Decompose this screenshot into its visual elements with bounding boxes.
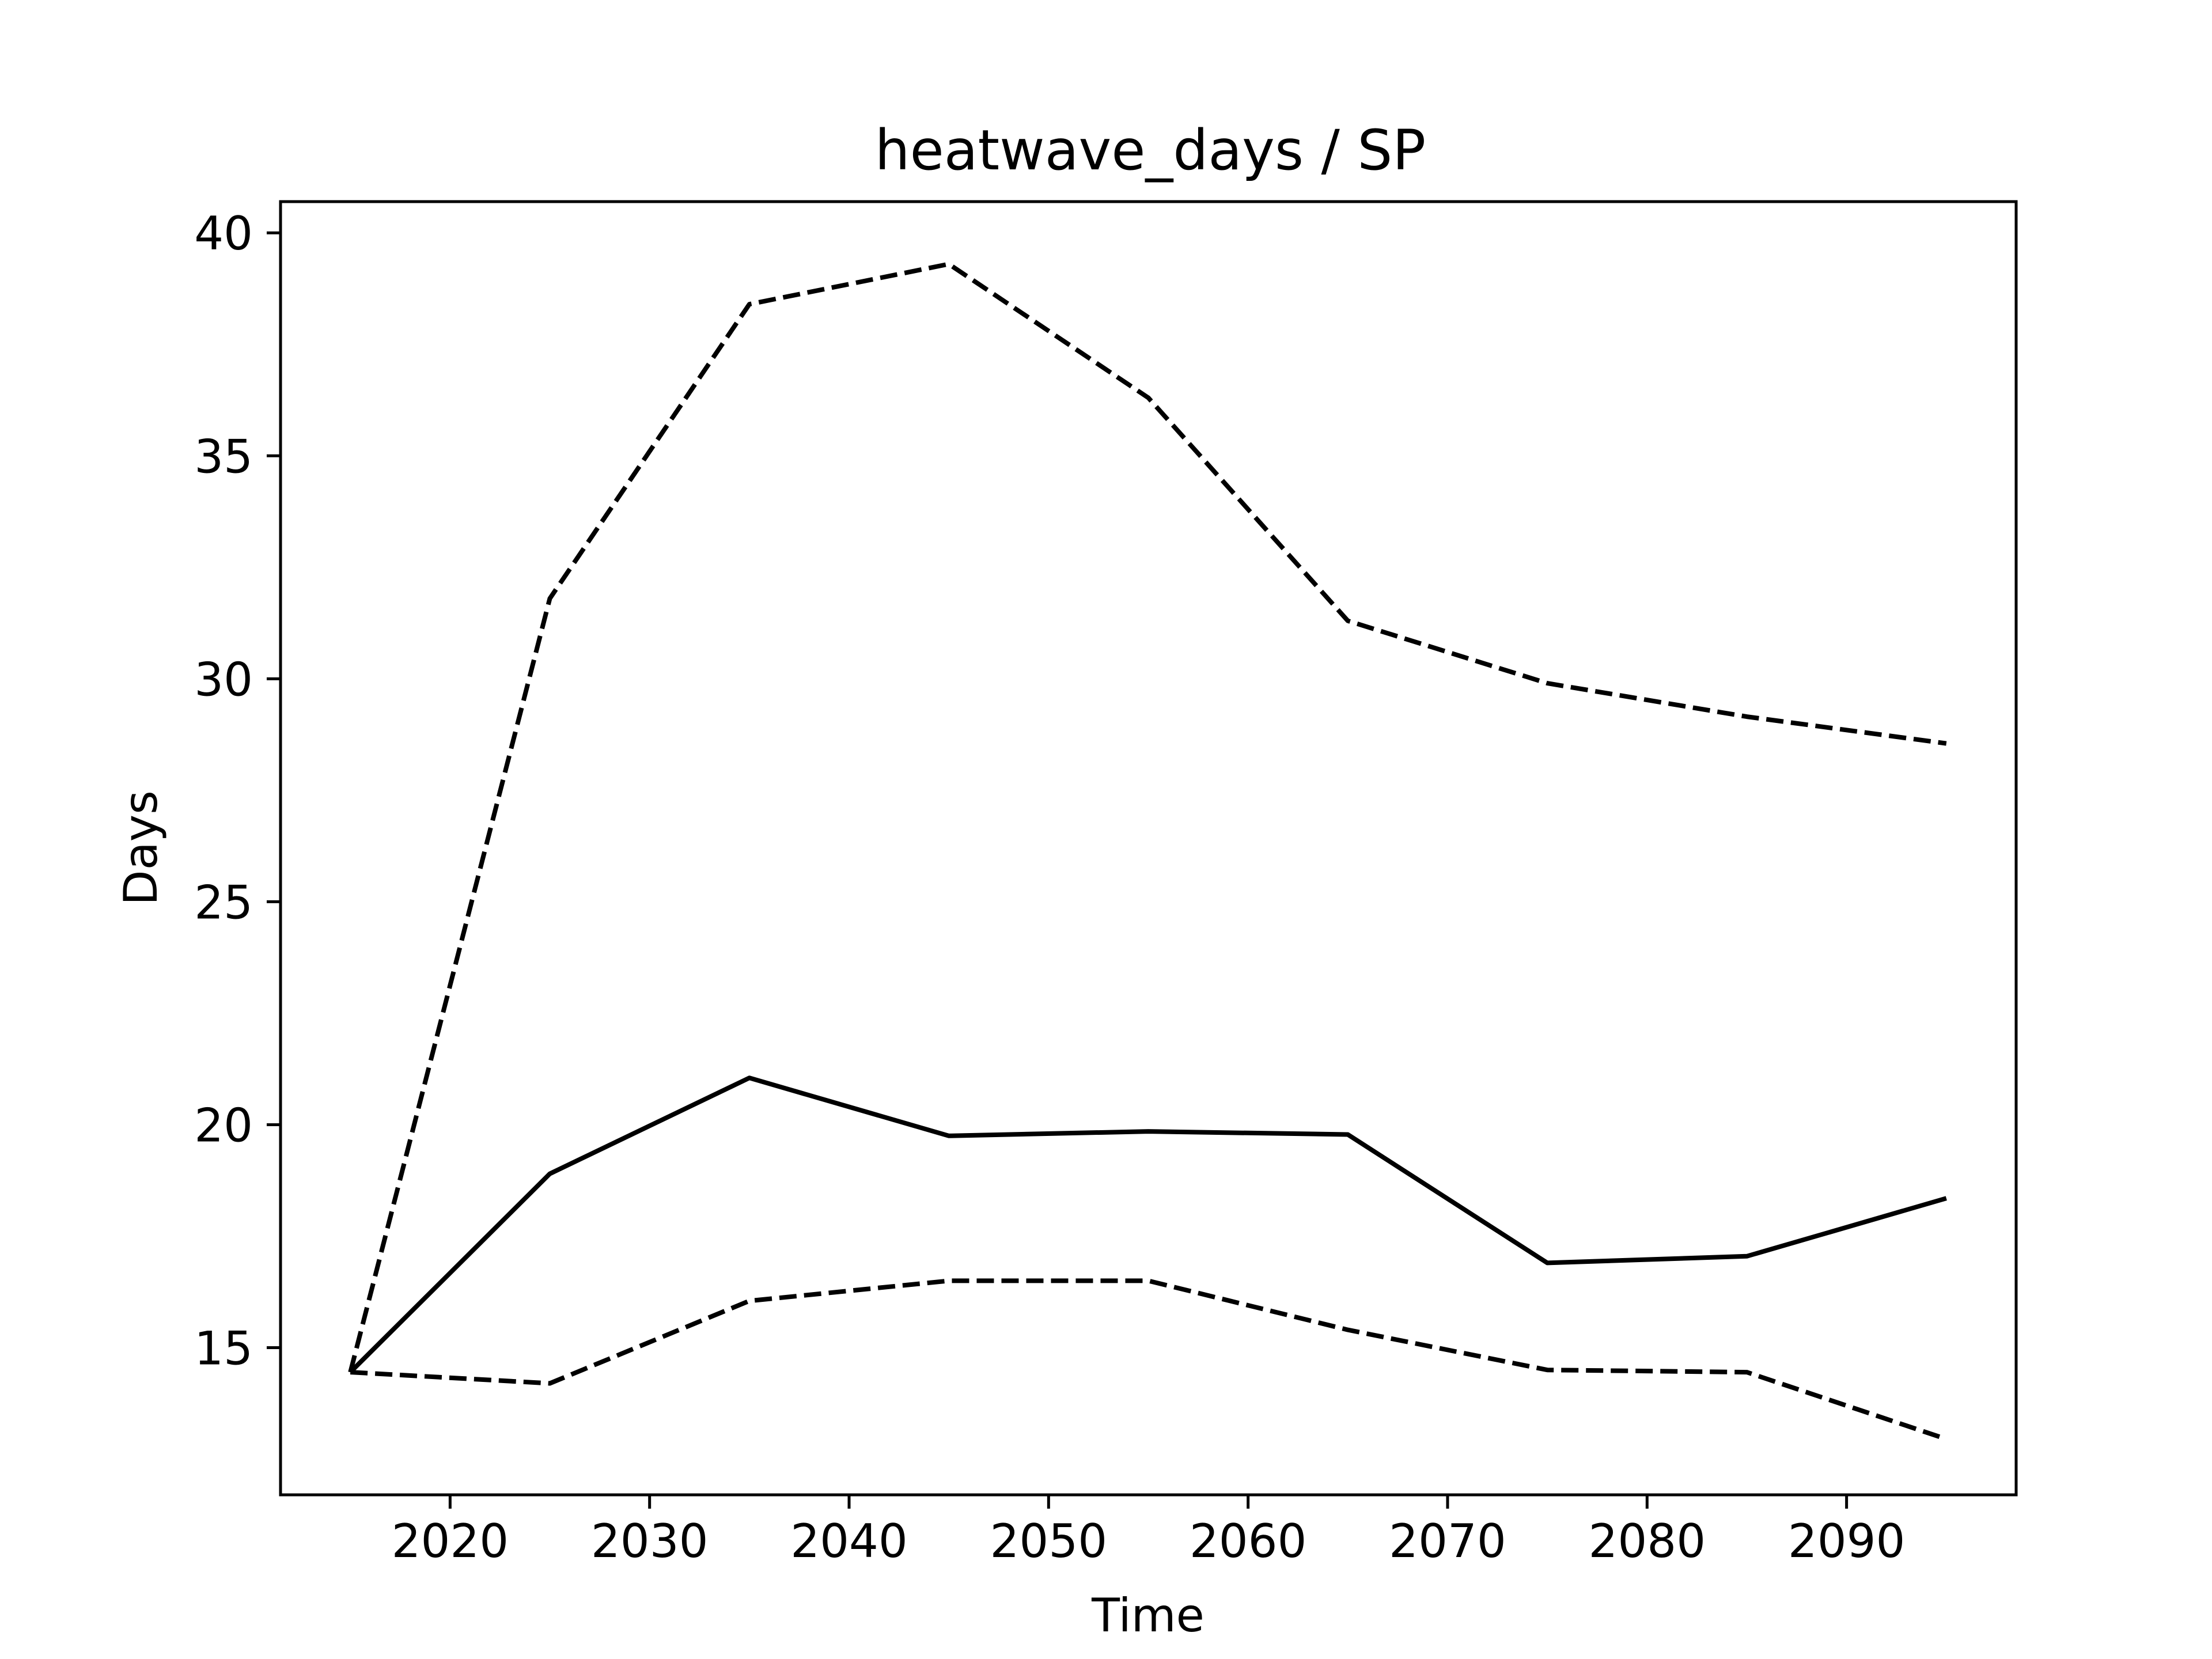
- y-axis: 15 20 25 30 35 40: [194, 207, 281, 1376]
- y-axis-label: Days: [114, 790, 168, 906]
- y-tick-label-40: 40: [194, 207, 253, 260]
- x-tick-label-2040: 2040: [790, 1514, 908, 1568]
- y-tick-label-20: 20: [194, 1099, 253, 1152]
- x-tick-label-2020: 2020: [392, 1514, 509, 1568]
- plot-area: [279, 200, 2018, 1497]
- x-tick-label-2060: 2060: [1190, 1514, 1307, 1568]
- x-tick-label-2030: 2030: [591, 1514, 709, 1568]
- x-axis: 2020 2030 2040 2050 2060 2070 2080 2090: [392, 1495, 1906, 1568]
- x-tick-label-2050: 2050: [990, 1514, 1108, 1568]
- chart-title: heatwave_days / SP: [875, 118, 1426, 183]
- series-line-1-solid: [349, 1075, 1947, 1374]
- x-tick-label-2090: 2090: [1788, 1514, 1906, 1568]
- y-tick-label-15: 15: [194, 1322, 253, 1376]
- axes-frame: [279, 200, 2018, 1497]
- x-tick-label-2070: 2070: [1389, 1514, 1506, 1568]
- y-tick-label-30: 30: [194, 653, 253, 706]
- x-axis-label: Time: [1091, 1589, 1205, 1642]
- y-tick-label-25: 25: [194, 876, 253, 929]
- series-line-2-dashed: [348, 262, 1947, 1373]
- series-layer: [348, 262, 1948, 1441]
- x-tick-label-2080: 2080: [1589, 1514, 1706, 1568]
- y-tick-label-35: 35: [194, 430, 253, 483]
